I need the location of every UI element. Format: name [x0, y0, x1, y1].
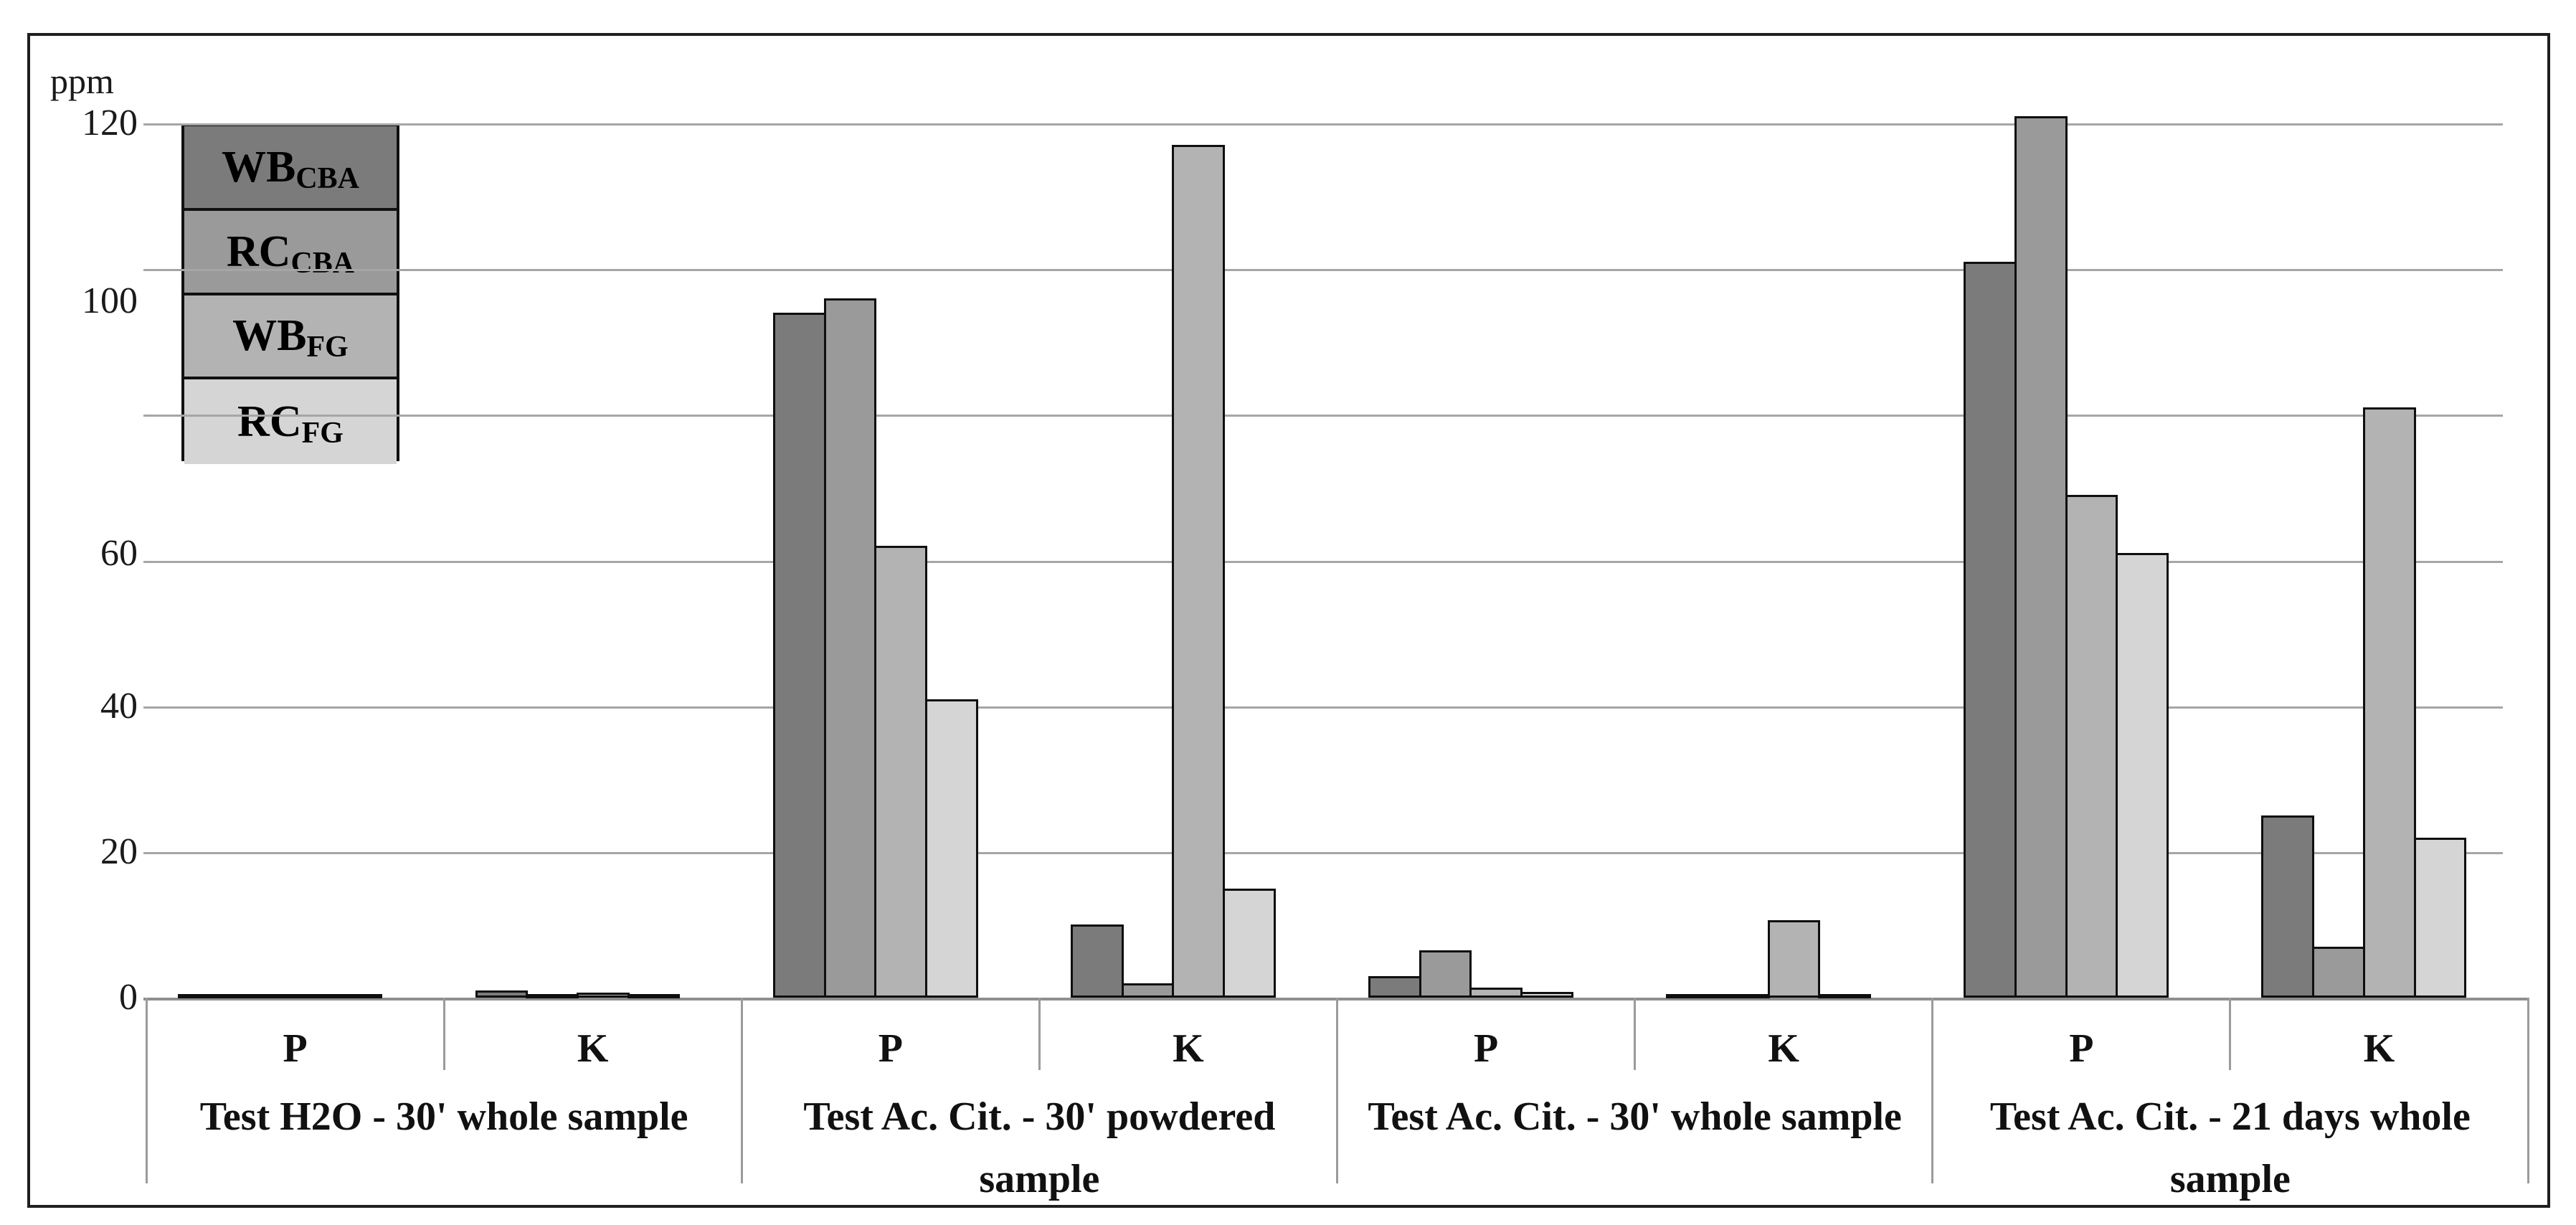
bar-group3-P-RC_FG [1520, 991, 1573, 998]
bar-group3-P-WB_FG [1469, 987, 1523, 998]
category-label-group3-K: K [1768, 1026, 1799, 1071]
legend-label-subscript: CBA [295, 161, 360, 195]
bar-group4-P-WB_CBA [1964, 262, 2017, 998]
category-label-group1-P: P [283, 1026, 308, 1071]
bar-group2-P-RC_FG [924, 699, 978, 998]
bar-group4-K-RC_FG [2413, 837, 2467, 998]
bar-group4-K-WB_CBA [2261, 815, 2315, 998]
pk-separator [2229, 998, 2232, 1070]
group-label-4-line2: sample [2169, 1157, 2291, 1201]
bar-group4-P-RC_FG [2116, 553, 2169, 998]
bar-group1-P-WB_CBA [177, 993, 231, 998]
bar-group3-K-WB_FG [1767, 920, 1821, 998]
category-label-group3-P: P [1473, 1026, 1499, 1071]
y-tick-label-60: 60 [100, 533, 138, 574]
category-label-group4-K: K [2363, 1026, 2395, 1071]
y-tick-label-40: 40 [100, 685, 138, 727]
gridline-60 [143, 560, 2503, 563]
bar-group2-K-WB_FG [1172, 145, 1225, 998]
gridline-20 [143, 851, 2503, 854]
bar-group2-K-RC_FG [1223, 888, 1276, 998]
group-separator [740, 998, 743, 1183]
gridline-120 [143, 123, 2503, 126]
bar-group4-P-RC_CBA [2014, 115, 2068, 998]
category-label-group1-K: K [577, 1026, 609, 1071]
y-tick-label-20: 20 [100, 831, 138, 872]
bar-group1-P-WB_FG [278, 993, 332, 998]
category-label-group2-K: K [1173, 1026, 1204, 1071]
legend-box: WB CBA RC CBA WB FG RC FG [181, 123, 399, 464]
group-label-3-line1: Test Ac. Cit. - 30' whole sample [1368, 1094, 1902, 1139]
legend-label-subscript: CBA [290, 246, 355, 280]
legend-label-subscript: FG [301, 417, 344, 450]
gridline-40 [143, 706, 2503, 709]
pk-separator [1038, 998, 1041, 1070]
gridline-100 [143, 269, 2503, 272]
y-tick-label-100: 100 [82, 280, 138, 321]
legend-label-main: WB [232, 311, 307, 361]
bar-group3-P-RC_CBA [1419, 950, 1472, 998]
group-label-4-line1: Test Ac. Cit. - 21 days whole [1989, 1094, 2471, 1139]
group-separator [145, 998, 148, 1183]
y-tick-label-0: 0 [119, 977, 138, 1018]
legend-label-subscript: FG [306, 331, 349, 364]
legend-label-main: RC [237, 397, 302, 447]
bar-group1-K-RC_FG [627, 993, 681, 998]
bar-group2-P-WB_CBA [772, 313, 826, 998]
legend-label-main: WB [221, 142, 296, 191]
group-separator [1336, 998, 1338, 1183]
group-label-2-line1: Test Ac. Cit. - 30' powdered [803, 1094, 1276, 1139]
bar-group1-K-RC_CBA [526, 993, 579, 998]
gridline-80 [143, 415, 2503, 417]
group-separator [2527, 998, 2529, 1183]
group-separator [1931, 998, 1934, 1183]
y-axis-unit-label: ppm [50, 61, 114, 101]
bar-group2-K-RC_CBA [1121, 983, 1175, 998]
x-axis-baseline [143, 998, 2528, 1001]
legend-item-RC_FG: RC FG [184, 379, 397, 464]
bar-group4-K-WB_FG [2362, 407, 2416, 998]
pk-separator [1634, 998, 1637, 1070]
legend-item-RC_CBA: RC CBA [184, 210, 397, 295]
bar-group1-K-WB_FG [577, 992, 630, 998]
bar-group1-K-WB_CBA [475, 990, 529, 998]
legend-item-WB_CBA: WB CBA [184, 126, 397, 211]
bar-group2-P-RC_CBA [823, 298, 877, 998]
category-label-group4-P: P [2069, 1026, 2094, 1071]
group-label-1-line1: Test H2O - 30' whole sample [199, 1094, 688, 1139]
bar-group1-P-RC_CBA [228, 993, 281, 998]
pk-separator [442, 998, 445, 1070]
y-tick-label-120: 120 [82, 103, 138, 143]
bar-group3-K-RC_CBA [1716, 993, 1770, 998]
category-label-group2-P: P [878, 1026, 903, 1071]
bar-group3-P-WB_CBA [1368, 975, 1421, 998]
group-label-2-line2: sample [979, 1157, 1100, 1201]
bar-group1-P-RC_FG [329, 993, 383, 998]
bar-group3-K-WB_CBA [1666, 993, 1719, 998]
bar-group3-K-RC_FG [1818, 993, 1871, 998]
bar-group4-P-WB_FG [2065, 495, 2118, 998]
legend-label-main: RC [226, 227, 291, 276]
bar-group2-K-WB_CBA [1070, 924, 1124, 998]
bar-group4-K-RC_CBA [2312, 946, 2365, 998]
bar-group2-P-WB_FG [874, 546, 927, 998]
legend-item-WB_FG: WB FG [184, 295, 397, 380]
